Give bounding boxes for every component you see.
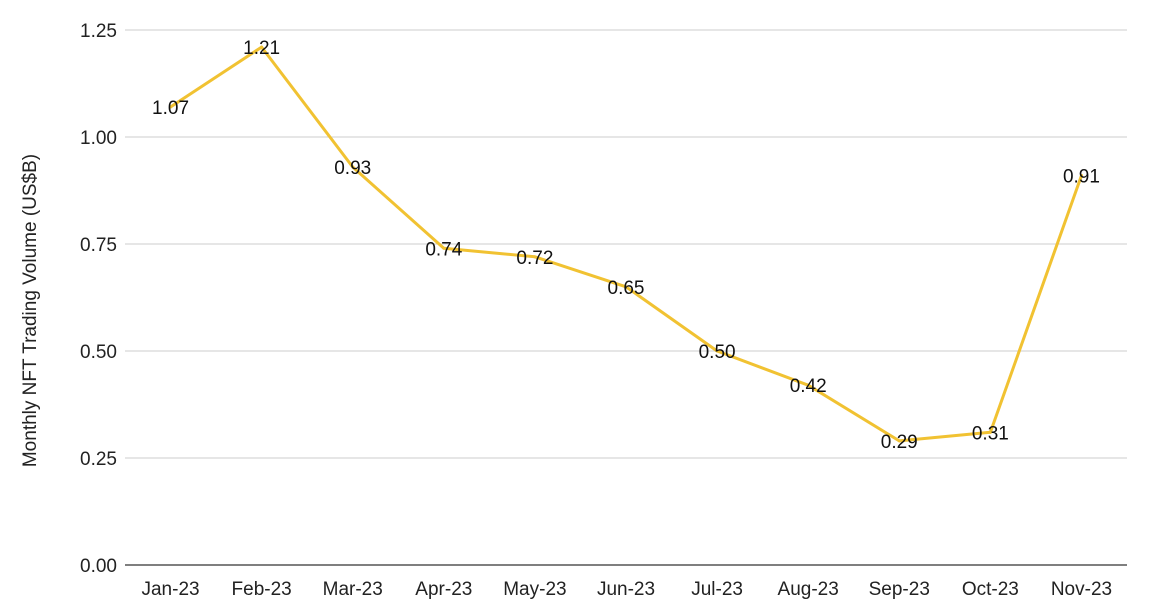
x-tick-label: Mar-23	[323, 579, 383, 600]
data-label: 0.31	[972, 423, 1009, 444]
x-tick-label: Jan-23	[141, 579, 199, 600]
x-tick-label: Sep-23	[869, 579, 930, 600]
data-label: 0.72	[516, 248, 553, 269]
x-tick-label: Aug-23	[778, 579, 839, 600]
data-point	[169, 105, 173, 109]
data-label: 0.50	[699, 342, 736, 363]
data-point	[260, 45, 264, 49]
y-tick-label: 0.75	[80, 235, 117, 256]
x-tick-label: Jul-23	[691, 579, 743, 600]
data-label: 0.65	[608, 278, 645, 299]
data-label: 0.74	[425, 239, 462, 260]
gridlines	[125, 29, 1127, 566]
data-label: 0.29	[881, 432, 918, 453]
y-tick-label: 0.00	[80, 556, 117, 577]
x-tick-label: May-23	[503, 579, 566, 600]
y-tick-label: 0.50	[80, 342, 117, 363]
data-label: 1.21	[243, 38, 280, 59]
y-tick-label: 0.25	[80, 449, 117, 470]
data-point	[351, 165, 355, 169]
series-group	[169, 45, 1083, 443]
data-point	[806, 383, 810, 387]
y-tick-label: 1.25	[80, 21, 117, 42]
y-tick-label: 1.00	[80, 128, 117, 149]
data-labels: 1.07 1.21 0.93 0.74 0.72 0.65 0.50 0.42 0.29 0.31…	[152, 38, 1100, 453]
data-point	[533, 255, 537, 259]
data-point	[1079, 174, 1083, 178]
x-tick-labels: Jan-23 Feb-23 Mar-23 Apr-23 May-23 Jun-23 Jul-…	[141, 579, 1112, 600]
data-label: 1.07	[152, 98, 189, 119]
data-point	[988, 430, 992, 434]
data-label: 0.91	[1063, 167, 1100, 188]
y-tick-labels: 0.00 0.25 0.50 0.75 1.00 1.25	[80, 21, 117, 577]
x-tick-label: Jun-23	[597, 579, 655, 600]
data-point	[442, 246, 446, 250]
data-label: 0.42	[790, 376, 827, 397]
data-point	[624, 285, 628, 289]
data-label: 0.93	[334, 158, 371, 179]
y-axis-title: Monthly NFT Trading Volume (US$B)	[20, 154, 41, 467]
data-point	[897, 439, 901, 443]
data-point	[715, 349, 719, 353]
x-tick-label: Oct-23	[962, 579, 1019, 600]
x-tick-label: Nov-23	[1051, 579, 1112, 600]
x-tick-label: Apr-23	[415, 579, 472, 600]
x-tick-label: Feb-23	[232, 579, 292, 600]
